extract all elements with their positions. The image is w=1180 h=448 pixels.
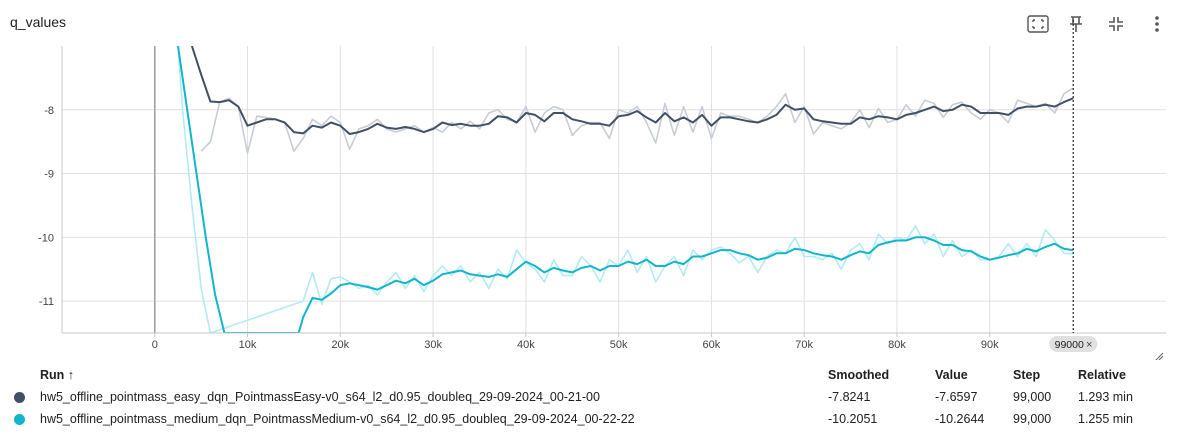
y-tick-label: -10	[38, 232, 54, 244]
resize-handle-icon	[1155, 352, 1164, 360]
relative-value: 1.255 min	[1078, 412, 1133, 426]
axes: -8 -9 -10 -11 0 10k 20k 30k 40k 50k 60k 70k 80k 90k	[38, 46, 1166, 360]
table-row[interactable]: hw5_offline_pointmass_easy_dqn_Pointmass…	[0, 386, 1180, 408]
run-color-dot	[14, 414, 25, 425]
x-tick-label: 90k	[981, 339, 999, 351]
relative-column-header[interactable]: Relative	[1078, 368, 1126, 382]
step-value: 99,000	[1013, 412, 1052, 426]
cursor-close-icon[interactable]: ×	[1086, 339, 1092, 351]
x-tick-label: 20k	[331, 339, 349, 351]
x-tick-label: 80k	[888, 339, 906, 351]
x-tick-label: 40k	[517, 339, 535, 351]
step-cursor[interactable]: 99000 ×	[1049, 20, 1098, 352]
step-column-header[interactable]: Step	[1013, 368, 1041, 382]
x-tick-label: 0	[152, 339, 158, 351]
grid	[62, 46, 1166, 333]
table-row[interactable]: hw5_offline_pointmass_medium_dqn_Pointma…	[0, 408, 1180, 430]
run-color-dot	[14, 392, 25, 403]
panel-title: q_values	[10, 14, 67, 30]
step-value: 99,000	[1013, 390, 1052, 404]
run-name: hw5_offline_pointmass_easy_dqn_Pointmass…	[40, 390, 600, 404]
more-vert-icon[interactable]	[1145, 12, 1169, 36]
cursor-chip	[1049, 336, 1098, 352]
raw-lines	[177, 46, 1074, 333]
line-chart[interactable]: -8 -9 -10 -11 0 10k 20k 30k 40k 50k 60k 70k 80k 90k 9…	[0, 0, 1180, 360]
raw-line-easy	[200, 87, 1074, 154]
smoothed-line-medium	[177, 46, 1074, 333]
y-tick-label: -9	[44, 169, 54, 181]
y-tick-label: -8	[44, 105, 54, 117]
x-tick-label: 50k	[610, 339, 628, 351]
x-tick-label: 60k	[703, 339, 721, 351]
collapse-icon[interactable]	[1104, 12, 1128, 36]
value: -7.6597	[935, 390, 978, 404]
smoothed-line-easy	[190, 46, 1074, 135]
raw-line-medium	[177, 46, 1074, 333]
smoothed-value: -7.8241	[828, 390, 871, 404]
fit-domain-icon[interactable]	[1026, 12, 1050, 36]
relative-value: 1.293 min	[1078, 390, 1133, 404]
run-name: hw5_offline_pointmass_medium_dqn_Pointma…	[40, 412, 635, 426]
cursor-step-label: 99000	[1055, 339, 1084, 351]
smoothed-lines	[177, 46, 1074, 333]
value-column-header[interactable]: Value	[935, 368, 968, 382]
x-tick-label: 10k	[239, 339, 257, 351]
y-tick-label: -11	[39, 296, 54, 308]
x-tick-label: 30k	[424, 339, 442, 351]
run-column-header[interactable]: Run ↑	[40, 368, 75, 382]
smoothed-value: -10.2051	[828, 412, 878, 426]
smoothed-column-header[interactable]: Smoothed	[828, 368, 890, 382]
x-tick-label: 70k	[795, 339, 813, 351]
table-header: Run ↑ Smoothed Value Step Relative	[0, 364, 1180, 386]
value: -10.2644	[935, 412, 985, 426]
